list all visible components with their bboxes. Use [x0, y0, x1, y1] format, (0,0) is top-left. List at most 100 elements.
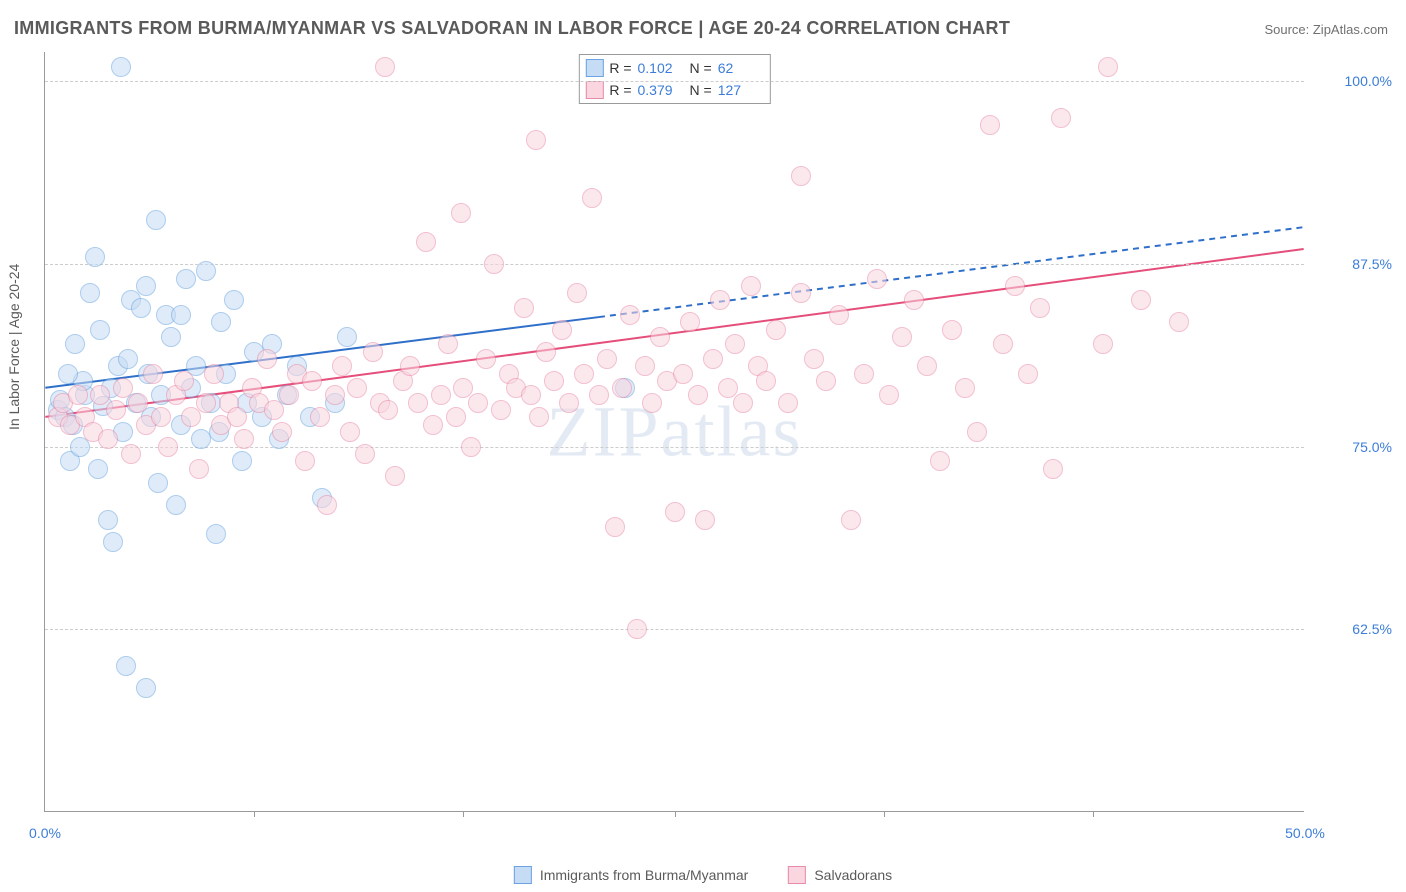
scatter-point	[116, 656, 136, 676]
scatter-point	[620, 305, 640, 325]
scatter-point	[1005, 276, 1025, 296]
scatter-point	[1030, 298, 1050, 318]
scatter-point	[879, 385, 899, 405]
scatter-point	[1043, 459, 1063, 479]
scatter-point	[804, 349, 824, 369]
legend-row-series2: R = 0.379 N = 127	[585, 79, 763, 101]
scatter-point	[642, 393, 662, 413]
scatter-point	[68, 385, 88, 405]
scatter-point	[980, 115, 1000, 135]
scatter-point	[423, 415, 443, 435]
footer-legend: Immigrants from Burma/Myanmar Salvadoran…	[514, 866, 892, 884]
scatter-point	[710, 290, 730, 310]
scatter-point	[136, 276, 156, 296]
x-minor-tick	[1093, 811, 1094, 817]
scatter-point	[111, 57, 131, 77]
scatter-point	[375, 57, 395, 77]
legend-r-value: 0.102	[638, 60, 684, 76]
scatter-point	[171, 305, 191, 325]
scatter-point	[491, 400, 511, 420]
trend-lines-layer	[45, 52, 1304, 811]
scatter-point	[340, 422, 360, 442]
scatter-point	[310, 407, 330, 427]
footer-label-series2: Salvadorans	[814, 867, 892, 883]
scatter-point	[158, 437, 178, 457]
scatter-point	[325, 385, 345, 405]
scatter-point	[161, 327, 181, 347]
scatter-point	[673, 364, 693, 384]
scatter-point	[408, 393, 428, 413]
scatter-point	[176, 269, 196, 289]
scatter-point	[778, 393, 798, 413]
gridline-horizontal	[45, 81, 1304, 82]
scatter-point	[317, 495, 337, 515]
scatter-point	[993, 334, 1013, 354]
scatter-point	[80, 283, 100, 303]
scatter-point	[967, 422, 987, 442]
scatter-point	[688, 385, 708, 405]
scatter-point	[521, 385, 541, 405]
scatter-point	[131, 298, 151, 318]
scatter-point	[143, 364, 163, 384]
y-tick-label: 62.5%	[1312, 621, 1392, 637]
scatter-point	[400, 356, 420, 376]
scatter-point	[529, 407, 549, 427]
scatter-point	[378, 400, 398, 420]
footer-item-series1: Immigrants from Burma/Myanmar	[514, 866, 748, 884]
scatter-point	[295, 451, 315, 471]
scatter-point	[118, 349, 138, 369]
scatter-point	[234, 429, 254, 449]
scatter-point	[347, 378, 367, 398]
x-minor-tick	[675, 811, 676, 817]
scatter-point	[1093, 334, 1113, 354]
scatter-point	[211, 312, 231, 332]
scatter-point	[733, 393, 753, 413]
scatter-point	[232, 451, 252, 471]
gridline-horizontal	[45, 447, 1304, 448]
scatter-point	[264, 400, 284, 420]
scatter-point	[146, 210, 166, 230]
legend-r-value: 0.379	[638, 82, 684, 98]
scatter-point	[363, 342, 383, 362]
scatter-point	[605, 517, 625, 537]
scatter-point	[136, 678, 156, 698]
scatter-point	[431, 385, 451, 405]
scatter-point	[438, 334, 458, 354]
scatter-point	[650, 327, 670, 347]
scatter-point	[189, 459, 209, 479]
scatter-point	[526, 130, 546, 150]
scatter-point	[1169, 312, 1189, 332]
scatter-point	[174, 371, 194, 391]
y-tick-label: 87.5%	[1312, 256, 1392, 272]
scatter-point	[196, 393, 216, 413]
scatter-point	[468, 393, 488, 413]
scatter-point	[416, 232, 436, 252]
scatter-point	[612, 378, 632, 398]
footer-swatch-blue	[514, 866, 532, 884]
scatter-point	[484, 254, 504, 274]
source-attribution: Source: ZipAtlas.com	[1264, 22, 1388, 37]
scatter-point	[725, 334, 745, 354]
footer-item-series2: Salvadorans	[788, 866, 892, 884]
scatter-point	[204, 364, 224, 384]
scatter-point	[355, 444, 375, 464]
gridline-horizontal	[45, 264, 1304, 265]
gridline-horizontal	[45, 629, 1304, 630]
scatter-point	[627, 619, 647, 639]
x-minor-tick	[463, 811, 464, 817]
trend-line-solid	[45, 249, 1303, 417]
scatter-point	[279, 385, 299, 405]
scatter-point	[816, 371, 836, 391]
scatter-point	[85, 247, 105, 267]
x-tick-label: 0.0%	[29, 825, 61, 841]
scatter-point	[536, 342, 556, 362]
scatter-point	[582, 188, 602, 208]
legend-n-value: 62	[718, 60, 764, 76]
legend-row-series1: R = 0.102 N = 62	[585, 57, 763, 79]
y-tick-label: 75.0%	[1312, 439, 1392, 455]
legend-swatch-pink	[585, 81, 603, 99]
scatter-point	[552, 320, 572, 340]
scatter-point	[257, 349, 277, 369]
scatter-point	[224, 290, 244, 310]
scatter-point	[841, 510, 861, 530]
